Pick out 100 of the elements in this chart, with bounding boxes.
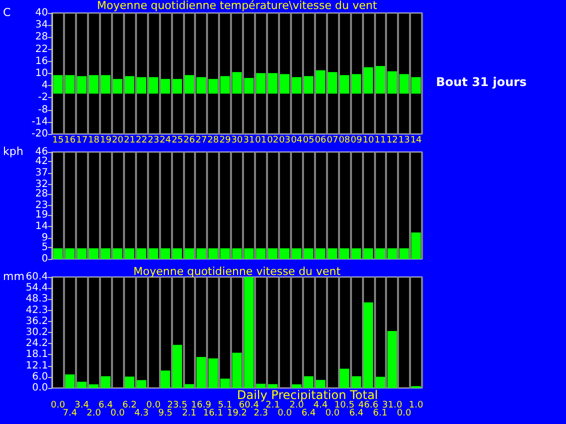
bar: [387, 331, 397, 388]
bar: [364, 302, 374, 388]
bar: [53, 75, 63, 94]
x-tick-label: 28: [207, 136, 220, 146]
bar: [136, 77, 146, 94]
bar: [77, 76, 87, 94]
bar: [340, 75, 350, 94]
x-tick-label: 22: [136, 136, 148, 146]
bar: [316, 380, 326, 388]
bar: [387, 71, 397, 94]
x-tick-label: 23: [148, 136, 160, 146]
data-label: 16.1: [203, 408, 224, 418]
data-label: 0.0: [325, 408, 340, 418]
x-tick-label: 06: [314, 136, 327, 146]
data-label: 2.3: [254, 408, 268, 418]
x-tick-label: 13: [398, 136, 410, 146]
bar: [304, 76, 314, 94]
bar: [375, 376, 385, 388]
data-label: 0.0: [146, 400, 161, 410]
x-tick-label: 05: [302, 136, 314, 146]
y-tick-label: 12.1: [26, 360, 48, 372]
bar: [136, 380, 146, 388]
y-tick-label: 60.4: [26, 272, 48, 282]
bar: [124, 376, 134, 388]
data-label: 7.4: [62, 408, 78, 418]
bar: [124, 76, 134, 94]
bar: [352, 74, 362, 94]
data-label: 16.9: [191, 400, 212, 410]
bar: [160, 370, 170, 388]
bar: [89, 384, 99, 388]
data-label: 9.5: [158, 408, 173, 418]
data-label: 2.1: [182, 408, 196, 418]
bar: [292, 77, 302, 94]
x-tick-label: 03: [279, 136, 290, 146]
bar: [184, 75, 194, 94]
bar: [89, 75, 99, 94]
x-axis-title: Daily Precipitation Total: [236, 388, 378, 402]
data-label: 1.0: [408, 400, 424, 410]
bar: [65, 75, 75, 94]
bar: [148, 77, 158, 94]
data-label: 0.0: [50, 400, 66, 410]
y-tick-label: 24.2: [26, 338, 48, 350]
data-label: 6.4: [349, 408, 364, 418]
bar: [100, 75, 110, 94]
y-tick-label: -20: [32, 128, 48, 140]
data-label: 6.1: [373, 408, 388, 418]
x-tick-label: 29: [219, 136, 232, 146]
bar: [208, 358, 218, 388]
bar: [340, 368, 350, 388]
data-label: 2.0: [290, 400, 304, 410]
x-tick-label: 15: [52, 136, 64, 146]
data-label: 2.1: [266, 400, 280, 410]
bar: [244, 78, 254, 94]
bar: [328, 72, 338, 94]
bar: [316, 70, 326, 94]
text: Bout 31 jours: [436, 75, 527, 89]
x-tick-label: 24: [160, 136, 172, 146]
x-tick-label: 11: [374, 136, 386, 146]
y-tick-label: -14: [32, 116, 48, 128]
y-axis-title: mm: [3, 270, 24, 283]
y-tick-label: 19: [35, 209, 48, 220]
bar: [268, 73, 278, 94]
x-tick-label: 26: [184, 136, 196, 146]
bar: [256, 73, 266, 94]
y-tick-label: 0.0: [32, 382, 48, 394]
y-tick-label: 14: [35, 220, 48, 232]
y-tick-label: 54.4: [26, 282, 48, 294]
y-tick-label: 22: [35, 44, 48, 55]
y-tick-label: 23: [35, 200, 48, 211]
bar: [280, 74, 290, 94]
bar: [112, 78, 122, 94]
y-tick-label: -2: [38, 92, 48, 104]
x-tick-label: 08: [338, 136, 350, 146]
x-tick-label: 21: [124, 136, 136, 146]
data-label: 4.4: [313, 400, 328, 410]
y-axis-title: C: [3, 6, 11, 19]
x-tick-label: 12: [386, 136, 398, 146]
y-tick-label: 40: [35, 8, 48, 18]
bar: [256, 384, 266, 388]
data-label: 0.0: [110, 408, 126, 418]
y-tick-label: 5: [42, 242, 48, 253]
bar: [244, 277, 254, 388]
y-tick-label: 0: [42, 254, 48, 264]
y-tick-label: 10: [35, 68, 48, 79]
bar: [292, 384, 302, 388]
y-tick-label: 42.3: [26, 304, 48, 316]
data-label: 0.0: [396, 408, 412, 418]
chart-title: Moyenne quotidienne température\vitesse du vent: [96, 0, 378, 12]
data-label: 6.2: [122, 400, 137, 410]
x-tick-label: 31: [243, 136, 255, 146]
y-tick-label: 16: [35, 56, 48, 67]
bar: [352, 376, 362, 388]
x-tick-label: 30: [231, 136, 243, 146]
data-label: 4.3: [134, 408, 149, 418]
x-tick-label: 14: [410, 136, 422, 146]
bar: [65, 374, 75, 388]
bar: [160, 78, 170, 94]
bar: [268, 384, 278, 388]
y-tick-label: -8: [38, 104, 48, 116]
y-tick-label: 32: [35, 179, 48, 190]
